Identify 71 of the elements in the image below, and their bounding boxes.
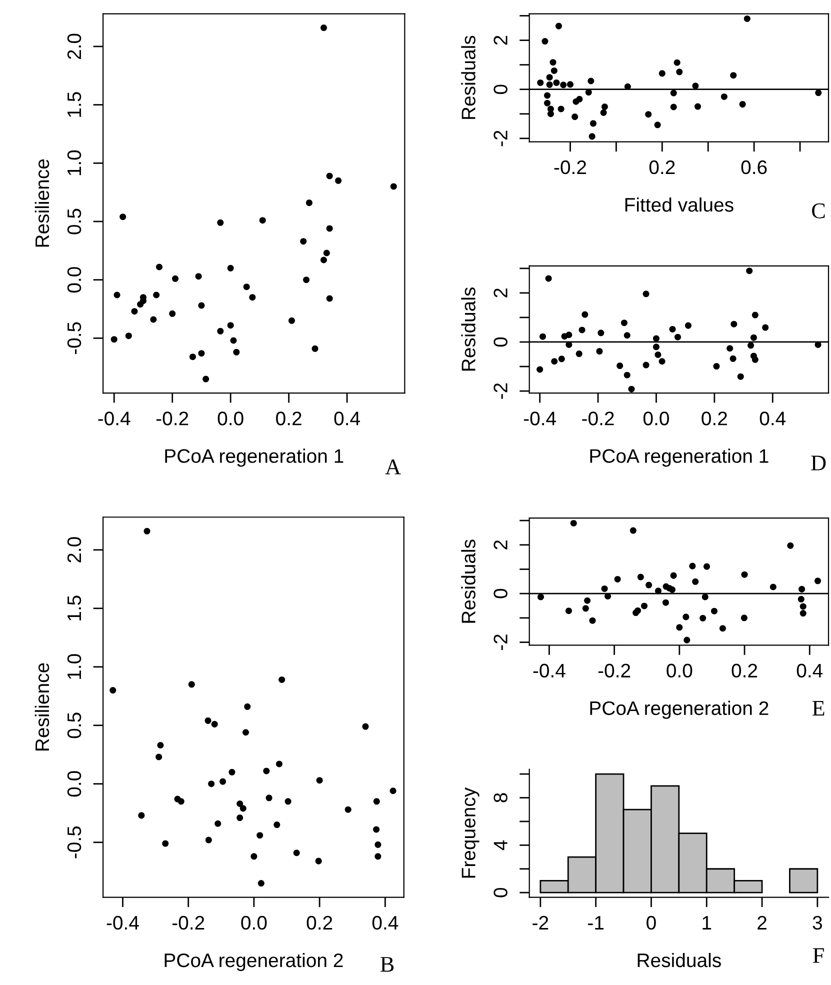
y-tick-label: 0 <box>494 888 508 898</box>
y-tick-label: 0 <box>494 588 508 598</box>
y-tick-label: 8 <box>494 793 508 802</box>
x-tick-label: 0.0 <box>643 412 669 426</box>
y-tick-label: 2.0 <box>67 537 82 562</box>
y-tick-label: 1.0 <box>67 654 82 679</box>
x-tick-label: 0.0 <box>666 664 692 678</box>
y-axis-title: Residuals <box>461 36 476 119</box>
x-tick-label: -0.2 <box>554 160 586 174</box>
x-tick-label: 0.6 <box>741 160 767 174</box>
text: C <box>812 203 825 218</box>
y-tick-label: 0.5 <box>67 712 82 738</box>
text: E <box>812 700 824 716</box>
x-axis-title: PCoA regeneration 2 <box>164 952 343 972</box>
y-axis-title: Resilience <box>34 663 50 750</box>
y-tick-label: -2 <box>494 383 508 399</box>
x-tick-label: -0.2 <box>582 412 614 426</box>
x-tick-label: -0.4 <box>106 916 139 930</box>
y-tick-label: 2 <box>494 36 508 45</box>
x-tick-label: 1 <box>702 916 712 930</box>
y-tick-label: 2 <box>494 540 508 550</box>
x-tick-label: 2 <box>758 916 766 930</box>
text: A <box>385 460 401 474</box>
x-tick-label: -0.4 <box>98 412 130 426</box>
y-tick-label: 0.0 <box>67 267 82 293</box>
x-tick-label: 0.2 <box>732 664 758 678</box>
y-tick-label: 0 <box>494 337 508 347</box>
text: F <box>812 948 824 963</box>
text: B <box>380 957 394 972</box>
x-axis-title: PCoA regeneration 1 <box>165 448 344 467</box>
x-tick-label: -0.2 <box>156 412 188 426</box>
x-tick-label: 0.2 <box>306 916 332 930</box>
y-tick-label: -0.5 <box>67 322 82 354</box>
x-tick-label: -0.2 <box>598 664 630 678</box>
x-tick-label: 0.4 <box>796 664 823 678</box>
y-tick-label: 1.5 <box>68 596 82 620</box>
x-tick-label: 0.2 <box>649 160 675 174</box>
x-tick-label: -0.4 <box>524 412 556 426</box>
x-tick-label: 0.2 <box>702 412 727 426</box>
x-tick-label: 0.2 <box>276 412 302 426</box>
x-tick-label: -0.2 <box>172 916 204 930</box>
y-tick-label: 0.0 <box>67 771 82 797</box>
x-axis-title: PCoA regeneration 2 <box>590 700 768 719</box>
y-tick-label: 0.5 <box>67 208 82 234</box>
x-tick-label: 0 <box>646 916 656 930</box>
y-tick-label: -2 <box>494 634 508 650</box>
y-tick-label: 2 <box>494 288 508 298</box>
x-tick-label: 0.0 <box>241 916 267 930</box>
y-tick-label: 1.0 <box>67 150 82 176</box>
y-tick-label: 1.5 <box>68 92 82 117</box>
y-axis-title: Residuals <box>461 540 476 623</box>
x-tick-label: 3 <box>812 916 822 930</box>
x-tick-label: 0.4 <box>760 412 786 426</box>
text: D <box>811 456 826 470</box>
x-tick-label: -2 <box>532 916 548 930</box>
x-tick-label: 0.4 <box>334 412 360 426</box>
x-tick-label: -1 <box>588 916 604 930</box>
x-axis-title: PCoA regeneration 1 <box>590 448 768 467</box>
y-axis-title: Residuals <box>461 287 476 371</box>
x-tick-label: 0.0 <box>218 412 244 426</box>
x-tick-label: -0.4 <box>533 664 566 678</box>
y-axis-title: Resilience <box>34 159 50 247</box>
y-tick-label: -0.5 <box>67 826 82 858</box>
x-tick-label: 0.4 <box>372 916 398 930</box>
y-tick-label: -2 <box>494 130 508 146</box>
y-axis-title: Frequency <box>462 787 480 878</box>
x-axis-title: Residuals <box>638 952 721 968</box>
y-tick-label: 4 <box>494 840 508 850</box>
y-tick-label: 0 <box>494 84 508 94</box>
x-axis-title: Fitted values <box>625 197 734 212</box>
y-tick-label: 2.0 <box>67 34 82 59</box>
